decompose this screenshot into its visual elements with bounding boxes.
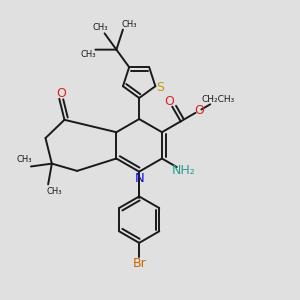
Text: NH₂: NH₂ bbox=[172, 164, 195, 177]
Text: CH₃: CH₃ bbox=[122, 20, 137, 29]
Text: S: S bbox=[156, 81, 164, 94]
Text: CH₂CH₃: CH₂CH₃ bbox=[201, 95, 234, 104]
Text: CH₃: CH₃ bbox=[17, 155, 32, 164]
Text: N: N bbox=[134, 172, 144, 185]
Text: O: O bbox=[164, 95, 174, 108]
Text: CH₃: CH₃ bbox=[81, 50, 96, 59]
Text: O: O bbox=[56, 87, 66, 100]
Text: O: O bbox=[195, 104, 204, 117]
Text: Br: Br bbox=[132, 256, 146, 269]
Text: CH₃: CH₃ bbox=[92, 22, 108, 32]
Text: CH₃: CH₃ bbox=[47, 187, 62, 196]
